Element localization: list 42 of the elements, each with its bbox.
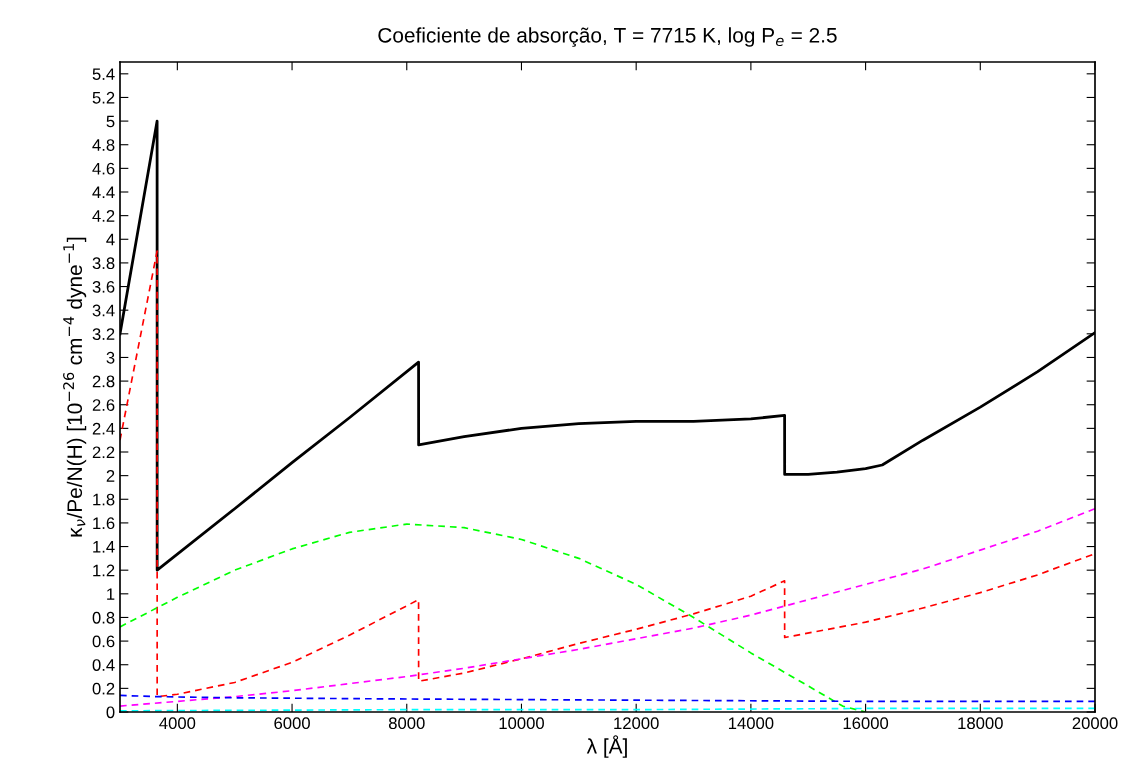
x-tick-label: 10000 [499, 717, 544, 730]
y-tick-label: 5.4 [92, 68, 115, 81]
y-tick-label: 1.4 [93, 541, 115, 553]
y-tick-label: 2.4 [92, 422, 115, 435]
y-tick-label: 2.8 [92, 375, 115, 388]
chart-title: Coeficiente de absorção, T = 7715 K, log P$_{e}$ = 2.5 [378, 27, 837, 47]
x-tick-label: 8000 [388, 717, 425, 730]
y-tick-label: 1.6 [93, 517, 115, 530]
y-tick-label: 4.4 [92, 186, 115, 199]
y-tick-label: 5 [106, 115, 115, 128]
y-tick-label: 1 [107, 588, 115, 600]
x-tick-label: 20000 [1072, 717, 1118, 730]
y-tick-label: 3.2 [92, 328, 115, 341]
y-tick-label: 4.6 [92, 162, 115, 175]
y-tick-label: 4.2 [92, 210, 115, 222]
x-tick-label: 6000 [274, 717, 310, 730]
y-tick-label: 3 [106, 351, 115, 364]
y-tick-label: 1.2 [93, 564, 115, 577]
y-tick-label: 3.6 [92, 280, 115, 293]
y-tick-label: 0.4 [92, 659, 115, 671]
y-tick-label: 0.6 [92, 635, 115, 648]
y-tick-label: 0.2 [92, 682, 115, 695]
line-series [120, 250, 1095, 698]
x-axis-title: λ [Å] [586, 735, 627, 758]
y-tick-label: 3.8 [92, 257, 115, 270]
text: κ$_{ν}$/Pe/N(H) [10$^{−26}$ cm$^{−4}$ dyne$^{−1}$] [63, 237, 87, 537]
y-tick-label: 0.8 [92, 611, 115, 624]
x-tick-label: 12000 [614, 717, 659, 730]
y-tick-label: 5.2 [92, 91, 115, 104]
y-tick-label: 4.8 [92, 139, 115, 151]
x-tick-label: 18000 [958, 717, 1003, 730]
x-tick-label: 4000 [159, 717, 196, 730]
y-tick-label: 3.4 [92, 304, 115, 317]
y-tick-label: 2.6 [92, 399, 115, 411]
x-tick-label: 14000 [728, 717, 774, 730]
y-tick-label: 4 [106, 233, 115, 246]
y-tick-label: 1.8 [93, 493, 115, 506]
y-tick-label: 0 [106, 706, 115, 719]
y-tick-label: 2 [106, 470, 115, 482]
line-series [120, 507, 1095, 707]
y-tick-label: 2.2 [92, 446, 115, 459]
x-tick-label: 16000 [843, 717, 889, 730]
